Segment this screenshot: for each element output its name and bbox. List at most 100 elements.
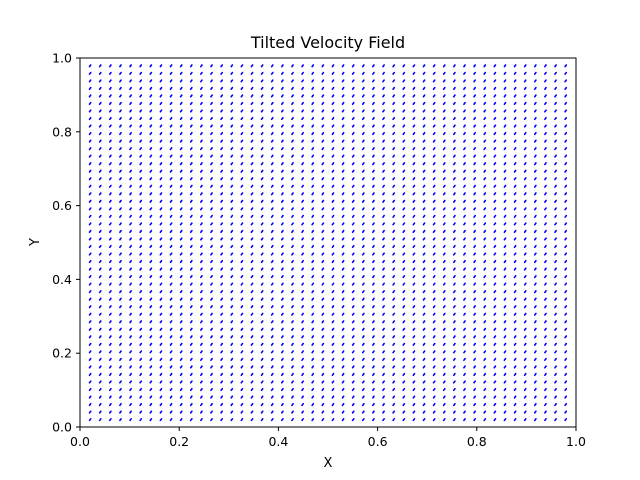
velocity-arrow bbox=[139, 199, 143, 203]
velocity-arrow bbox=[331, 357, 335, 362]
velocity-arrow bbox=[179, 162, 183, 166]
velocity-arrow bbox=[230, 71, 234, 75]
velocity-arrow bbox=[108, 79, 112, 83]
velocity-arrow bbox=[503, 79, 507, 83]
velocity-arrow bbox=[159, 124, 163, 128]
velocity-arrow bbox=[270, 274, 274, 279]
velocity-arrow bbox=[493, 267, 497, 271]
velocity-arrow bbox=[392, 184, 396, 188]
velocity-arrow bbox=[382, 162, 385, 166]
velocity-arrow bbox=[513, 290, 517, 294]
velocity-arrow bbox=[149, 147, 153, 151]
velocity-arrow bbox=[159, 147, 163, 151]
velocity-arrow bbox=[463, 342, 466, 346]
velocity-arrow bbox=[119, 237, 122, 241]
velocity-arrow bbox=[240, 372, 244, 377]
velocity-arrow bbox=[432, 327, 436, 331]
velocity-arrow bbox=[210, 274, 213, 279]
velocity-arrow bbox=[119, 350, 122, 354]
velocity-arrow bbox=[361, 312, 365, 316]
velocity-arrow bbox=[554, 199, 557, 203]
velocity-arrow bbox=[341, 259, 345, 264]
velocity-arrow bbox=[422, 124, 426, 128]
velocity-arrow bbox=[483, 320, 487, 324]
velocity-arrow bbox=[200, 418, 203, 422]
velocity-arrow bbox=[382, 312, 385, 316]
velocity-arrow bbox=[240, 282, 244, 286]
velocity-arrow bbox=[179, 154, 183, 158]
velocity-arrow bbox=[240, 380, 244, 384]
velocity-arrow bbox=[88, 274, 92, 279]
velocity-arrow bbox=[493, 147, 497, 151]
x-axis-label: X bbox=[324, 456, 333, 471]
velocity-arrow bbox=[331, 418, 335, 422]
velocity-arrow bbox=[564, 372, 568, 377]
velocity-arrow bbox=[240, 418, 244, 422]
velocity-arrow bbox=[412, 297, 416, 301]
velocity-arrow bbox=[179, 387, 183, 392]
velocity-arrow bbox=[554, 86, 557, 91]
velocity-arrow bbox=[301, 131, 305, 136]
velocity-arrow bbox=[189, 274, 193, 279]
velocity-arrow bbox=[473, 372, 477, 377]
velocity-arrow bbox=[129, 320, 132, 324]
velocity-arrow bbox=[159, 327, 163, 331]
velocity-arrow bbox=[88, 395, 92, 399]
velocity-arrow bbox=[230, 192, 234, 196]
velocity-arrow bbox=[230, 214, 234, 218]
velocity-arrow bbox=[189, 177, 193, 181]
velocity-arrow bbox=[412, 335, 416, 339]
velocity-arrow bbox=[463, 380, 466, 384]
velocity-arrow bbox=[493, 79, 497, 83]
velocity-arrow bbox=[220, 192, 224, 196]
velocity-arrow bbox=[88, 131, 92, 136]
velocity-arrow bbox=[341, 222, 345, 226]
velocity-arrow bbox=[210, 372, 213, 377]
velocity-arrow bbox=[301, 410, 305, 414]
velocity-arrow bbox=[129, 184, 132, 188]
velocity-arrow bbox=[240, 387, 244, 392]
velocity-arrow bbox=[108, 312, 112, 316]
velocity-arrow bbox=[513, 267, 517, 271]
velocity-arrow bbox=[452, 79, 456, 83]
velocity-arrow bbox=[250, 395, 254, 399]
velocity-arrow bbox=[361, 380, 365, 384]
velocity-arrow bbox=[382, 252, 385, 256]
velocity-arrow bbox=[432, 147, 436, 151]
velocity-arrow bbox=[533, 124, 537, 128]
velocity-arrow bbox=[280, 64, 284, 68]
velocity-arrow bbox=[382, 372, 385, 377]
velocity-arrow bbox=[280, 177, 284, 181]
velocity-arrow bbox=[301, 402, 305, 407]
velocity-arrow bbox=[533, 94, 537, 98]
velocity-arrow bbox=[129, 109, 132, 113]
velocity-arrow bbox=[108, 320, 112, 324]
velocity-arrow bbox=[179, 342, 183, 346]
velocity-arrow bbox=[503, 229, 507, 234]
velocity-arrow bbox=[544, 365, 547, 369]
velocity-arrow bbox=[442, 199, 446, 203]
velocity-arrow bbox=[88, 252, 92, 256]
velocity-arrow bbox=[240, 312, 244, 316]
velocity-arrow bbox=[98, 357, 102, 362]
velocity-arrow bbox=[311, 116, 315, 121]
velocity-arrow bbox=[564, 71, 568, 75]
velocity-arrow bbox=[372, 139, 375, 143]
velocity-arrow bbox=[139, 184, 143, 188]
velocity-arrow bbox=[473, 335, 477, 339]
velocity-arrow bbox=[159, 64, 163, 68]
velocity-arrow bbox=[523, 372, 527, 377]
velocity-arrow bbox=[230, 199, 234, 203]
velocity-arrow bbox=[240, 297, 244, 301]
velocity-arrow bbox=[270, 229, 274, 234]
velocity-arrow bbox=[189, 162, 193, 166]
velocity-arrow bbox=[139, 222, 143, 226]
velocity-arrow bbox=[88, 86, 92, 91]
velocity-arrow bbox=[291, 290, 294, 294]
velocity-arrow bbox=[523, 312, 527, 316]
velocity-arrow bbox=[149, 380, 153, 384]
velocity-arrow bbox=[200, 290, 203, 294]
velocity-arrow bbox=[351, 357, 355, 362]
velocity-arrow bbox=[564, 184, 568, 188]
velocity-arrow bbox=[98, 402, 102, 407]
